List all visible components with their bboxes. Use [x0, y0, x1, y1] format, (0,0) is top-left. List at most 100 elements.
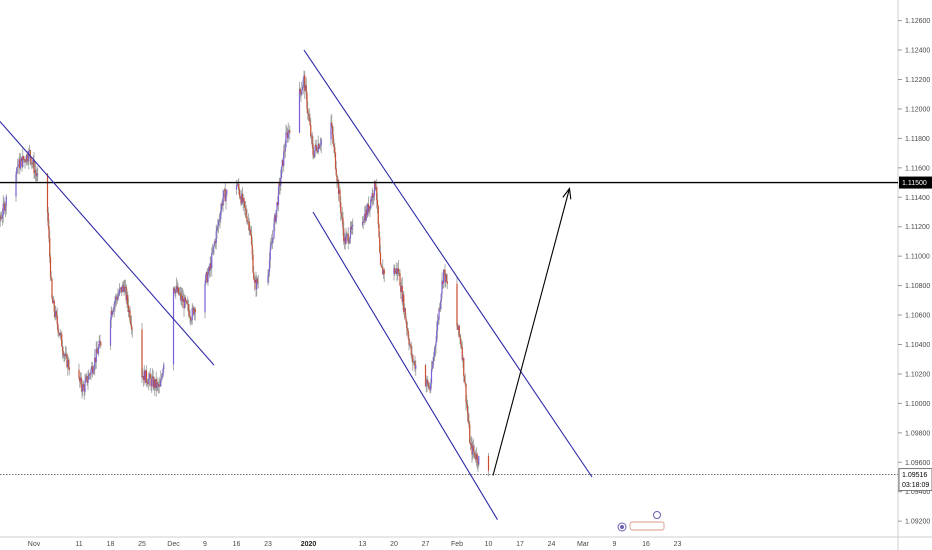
candle-body: [153, 379, 155, 388]
candle-body: [247, 221, 250, 223]
candle-body: [457, 326, 459, 330]
candle-body: [341, 215, 343, 219]
candle-body: [160, 377, 163, 380]
candle-body: [310, 124, 312, 137]
candle-body: [205, 271, 208, 276]
candle-body: [286, 132, 289, 139]
candle-body: [304, 75, 306, 91]
candle-body: [462, 357, 464, 360]
candle-body: [475, 457, 477, 460]
candle-body: [28, 150, 30, 162]
candle-body: [115, 296, 118, 299]
candle-body: [340, 212, 343, 216]
candle-body: [445, 274, 447, 283]
candle-body: [58, 333, 61, 336]
candle-body: [376, 187, 378, 201]
price-axis[interactable]: 1.12600 1.12400 1.12200 1.12000 1.11800 1.116…: [898, 18, 930, 526]
candle-body: [352, 224, 354, 226]
time-axis[interactable]: Nov 11 18 25 Dec 9 16 23 2020 13 20 27 Feb 10 17 24 Mar 9…: [28, 541, 682, 548]
time-tick-label: 9: [203, 541, 207, 548]
candle-body: [270, 244, 272, 249]
candle-body: [190, 317, 192, 321]
candle-body: [114, 300, 116, 304]
candle-body: [333, 143, 335, 148]
candle-body: [145, 370, 147, 383]
candle-body: [256, 278, 258, 290]
candle-body: [210, 263, 212, 269]
event-markers[interactable]: [617, 511, 665, 532]
candle-body: [412, 354, 414, 363]
candle-body: [185, 300, 187, 302]
candle-body: [301, 90, 303, 95]
time-tick-label: 17: [516, 541, 524, 548]
price-tick-label: 1.12000: [905, 106, 930, 113]
candle-body: [3, 203, 5, 205]
candle-body: [473, 451, 475, 453]
candle-body: [415, 365, 417, 369]
candle-body: [109, 319, 112, 346]
candle-body: [25, 161, 27, 163]
candle-body: [342, 218, 344, 229]
candle-body: [67, 359, 70, 368]
candle-body: [122, 285, 124, 287]
candle-body: [286, 132, 288, 134]
candle-body: [247, 221, 249, 223]
candle-body: [460, 338, 462, 345]
candle-body: [91, 366, 94, 374]
candle-body: [280, 166, 283, 179]
candle-body: [222, 197, 224, 206]
candle-body: [193, 309, 196, 315]
candle-body: [314, 145, 316, 151]
candle-body: [143, 370, 145, 381]
candle-body: [244, 207, 247, 210]
candle-body: [271, 238, 274, 244]
candle-body: [394, 268, 396, 274]
candle-body: [365, 209, 367, 221]
candle-body: [95, 348, 97, 363]
time-tick-label: 16: [642, 541, 650, 548]
candle-body: [284, 147, 286, 152]
candle-body: [253, 278, 256, 283]
candle-body: [282, 160, 284, 166]
candle-body: [469, 424, 471, 444]
price-tick-label: 1.10600: [905, 313, 930, 320]
candle-body: [375, 187, 377, 190]
candle-body: [88, 374, 90, 380]
candle-body: [49, 238, 51, 257]
candle-body: [478, 456, 480, 465]
candle-body: [187, 303, 189, 305]
candle-body: [340, 202, 342, 213]
candle-body: [83, 387, 85, 392]
candle-body: [225, 194, 227, 202]
candle-body: [220, 210, 222, 219]
candle-body: [405, 317, 407, 322]
candle-body: [244, 201, 246, 208]
candle-body: [367, 204, 370, 212]
candle-body: [300, 92, 302, 95]
candle-body: [16, 166, 19, 168]
candle-body: [250, 234, 253, 245]
candle-body: [275, 210, 277, 222]
candle-body: [331, 122, 333, 126]
candle-body: [67, 359, 69, 368]
level-price-label: 1.11500: [902, 180, 927, 187]
price-tick-label: 1.09400: [905, 489, 930, 496]
candle-body: [468, 421, 470, 425]
candle-body: [96, 348, 98, 353]
candle-body: [348, 241, 350, 243]
candle-body: [64, 354, 67, 357]
candle-body: [179, 292, 181, 294]
candle-body: [277, 187, 280, 206]
candle-body: [248, 221, 250, 231]
candle-body: [372, 192, 374, 198]
candle-body: [346, 234, 348, 236]
candle-body: [236, 185, 238, 186]
candle-body: [457, 325, 460, 330]
candle-body: [400, 285, 402, 292]
candle-body: [246, 216, 248, 223]
time-tick-label: 9: [613, 541, 617, 548]
candle-body: [58, 332, 60, 334]
candle-body: [254, 279, 256, 283]
candle-body: [379, 237, 381, 253]
